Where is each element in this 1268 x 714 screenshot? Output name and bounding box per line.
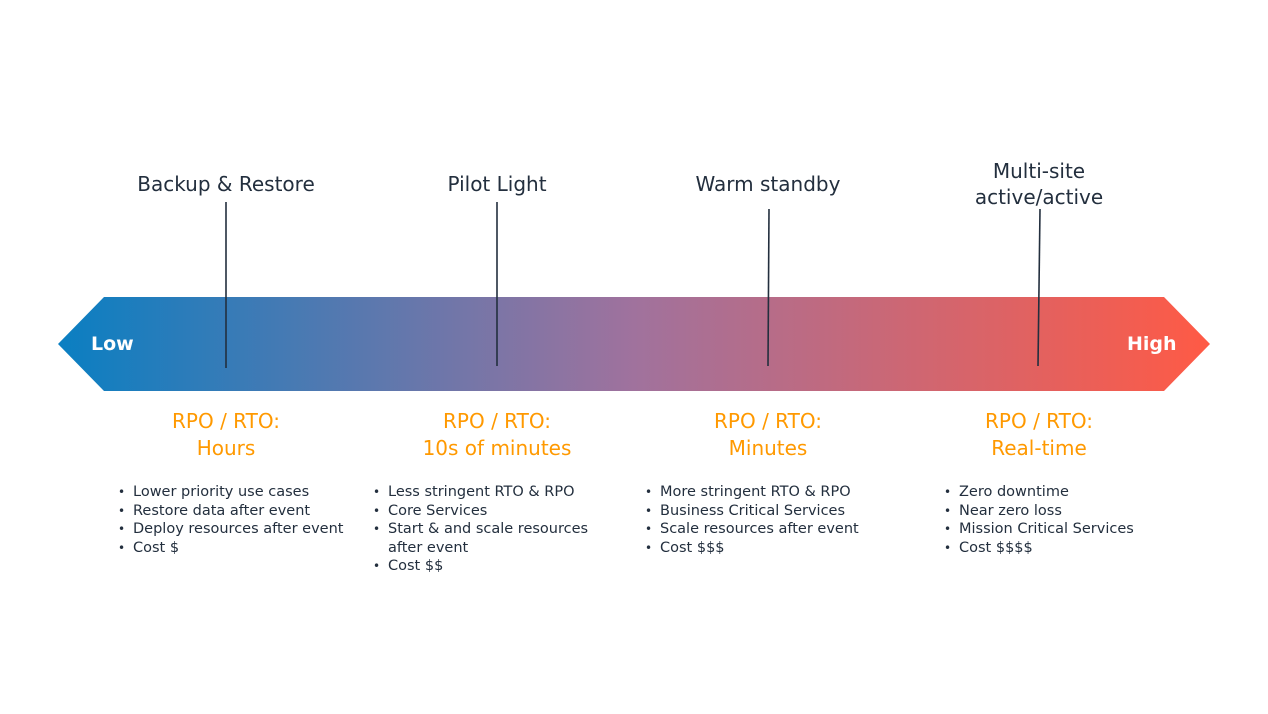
strategy-title-pilot-light: Pilot Light <box>447 172 547 196</box>
high-label: High <box>1127 333 1177 355</box>
strategy-title-backup-restore: Backup & Restore <box>137 172 315 196</box>
list-item: Cost $$ <box>373 557 623 576</box>
rpo-value: Hours <box>196 436 256 460</box>
marker-line-warm-standby <box>767 208 770 367</box>
list-item: Business Critical Services <box>645 502 895 521</box>
spectrum-arrow-shape <box>58 297 1210 391</box>
bullet-list-warm-standby: More stringent RTO & RPO Business Critic… <box>645 483 895 557</box>
rpo-value: Real-time <box>991 436 1087 460</box>
list-item: Scale resources after event <box>645 520 895 539</box>
list-item: Less stringent RTO & RPO <box>373 483 623 502</box>
list-item: Mission Critical Services <box>944 520 1194 539</box>
rpo-label: RPO / RTO: <box>443 409 551 433</box>
list-item: More stringent RTO & RPO <box>645 483 895 502</box>
rpo-label: RPO / RTO: <box>714 409 822 433</box>
list-item: Cost $$$$ <box>944 539 1194 558</box>
rpo-value: 10s of minutes <box>422 436 572 460</box>
list-item: Start & and scale resources after event <box>373 520 623 557</box>
low-label: Low <box>91 333 134 355</box>
list-item: Zero downtime <box>944 483 1194 502</box>
list-item: Near zero loss <box>944 502 1194 521</box>
strategy-title-multi-site: Multi-site active/active <box>974 159 1104 209</box>
list-item: Core Services <box>373 502 623 521</box>
list-item: Deploy resources after event <box>118 520 358 539</box>
list-item: Lower priority use cases <box>118 483 358 502</box>
list-item: Cost $ <box>118 539 358 558</box>
rpo-block-backup-restore: RPO / RTO: Hours <box>96 408 356 462</box>
rpo-value: Minutes <box>728 436 808 460</box>
rpo-block-multi-site: RPO / RTO: Real-time <box>909 408 1169 462</box>
rpo-block-pilot-light: RPO / RTO: 10s of minutes <box>367 408 627 462</box>
bullet-list-pilot-light: Less stringent RTO & RPO Core Services S… <box>373 483 623 576</box>
rpo-block-warm-standby: RPO / RTO: Minutes <box>638 408 898 462</box>
marker-line-multi-site <box>1037 208 1041 367</box>
strategy-title-warm-standby: Warm standby <box>695 172 841 196</box>
bullet-list-multi-site: Zero downtime Near zero loss Mission Cri… <box>944 483 1194 557</box>
rpo-label: RPO / RTO: <box>172 409 280 433</box>
list-item: Restore data after event <box>118 502 358 521</box>
bullet-list-backup-restore: Lower priority use cases Restore data af… <box>118 483 358 557</box>
rpo-label: RPO / RTO: <box>985 409 1093 433</box>
list-item: Cost $$$ <box>645 539 895 558</box>
